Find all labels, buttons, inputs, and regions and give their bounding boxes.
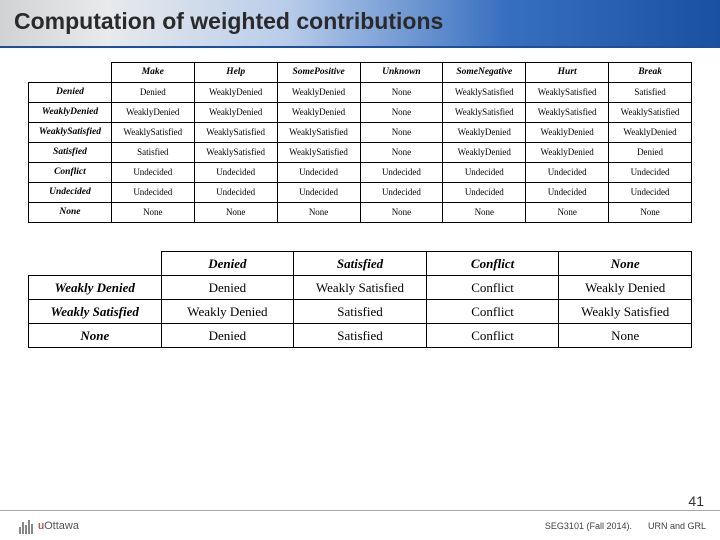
t1-cell: Undecided bbox=[443, 163, 526, 183]
t1-cell: None bbox=[277, 203, 360, 223]
t1-cell: Denied bbox=[609, 143, 692, 163]
t1-cell: None bbox=[360, 143, 443, 163]
t2-col-header: Denied bbox=[161, 252, 294, 276]
t1-cell: Undecided bbox=[526, 163, 609, 183]
t1-row-header: Undecided bbox=[29, 183, 112, 203]
slide-title: Computation of weighted contributions bbox=[14, 8, 706, 35]
t1-cell: WeaklyDenied bbox=[609, 123, 692, 143]
t1-cell: Undecided bbox=[277, 183, 360, 203]
t1-cell: WeaklySatisfied bbox=[526, 103, 609, 123]
t1-cell: None bbox=[526, 203, 609, 223]
contribution-table-1: Make Help SomePositive Unknown SomeNegat… bbox=[28, 62, 692, 223]
t1-cell: WeaklyDenied bbox=[277, 83, 360, 103]
t1-cell: None bbox=[609, 203, 692, 223]
t1-cell: Undecided bbox=[111, 183, 194, 203]
t1-cell: None bbox=[194, 203, 277, 223]
t2-cell: Weakly Satisfied bbox=[294, 276, 427, 300]
t2-cell: Satisfied bbox=[294, 300, 427, 324]
t1-cell: None bbox=[111, 203, 194, 223]
t1-row-header: Conflict bbox=[29, 163, 112, 183]
footer-topic: URN and GRL bbox=[648, 521, 706, 531]
footer-right: SEG3101 (Fall 2014). URN and GRL bbox=[545, 521, 720, 531]
t1-corner bbox=[29, 63, 112, 83]
t1-cell: WeaklySatisfied bbox=[609, 103, 692, 123]
t1-cell: Denied bbox=[111, 83, 194, 103]
title-bar: Computation of weighted contributions bbox=[0, 0, 720, 48]
t1-cell: WeaklySatisfied bbox=[194, 143, 277, 163]
t2-cell: Satisfied bbox=[294, 324, 427, 348]
t1-cell: WeaklySatisfied bbox=[443, 83, 526, 103]
t2-cell: Denied bbox=[161, 324, 294, 348]
t1-row-header: None bbox=[29, 203, 112, 223]
contribution-table-2: Denied Satisfied Conflict None Weakly De… bbox=[28, 251, 692, 348]
t1-cell: WeaklyDenied bbox=[526, 143, 609, 163]
t2-cell: Weakly Denied bbox=[161, 300, 294, 324]
t1-row-header: Satisfied bbox=[29, 143, 112, 163]
t2-corner bbox=[29, 252, 162, 276]
t2-cell: Denied bbox=[161, 276, 294, 300]
t1-cell: WeaklySatisfied bbox=[526, 83, 609, 103]
t1-cell: Undecided bbox=[443, 183, 526, 203]
t1-cell: Undecided bbox=[609, 183, 692, 203]
t1-col-header: Unknown bbox=[360, 63, 443, 83]
t1-col-header: Make bbox=[111, 63, 194, 83]
t1-cell: Satisfied bbox=[609, 83, 692, 103]
t1-cell: WeaklyDenied bbox=[443, 143, 526, 163]
t1-cell: Undecided bbox=[609, 163, 692, 183]
t1-cell: WeaklyDenied bbox=[111, 103, 194, 123]
footer-course: SEG3101 (Fall 2014). bbox=[545, 521, 632, 531]
t1-cell: WeaklyDenied bbox=[194, 83, 277, 103]
slide-footer: 41 uOttawa SEG3101 (Fall 2014). URN and … bbox=[0, 510, 720, 540]
t2-row-header: Weakly Satisfied bbox=[29, 300, 162, 324]
t1-cell: WeaklyDenied bbox=[526, 123, 609, 143]
t1-cell: WeaklySatisfied bbox=[111, 123, 194, 143]
t1-cell: None bbox=[360, 203, 443, 223]
university-logo: uOttawa bbox=[0, 518, 79, 534]
t1-cell: WeaklySatisfied bbox=[194, 123, 277, 143]
t2-cell: Conflict bbox=[426, 324, 559, 348]
t1-cell: None bbox=[360, 123, 443, 143]
t2-row-header: None bbox=[29, 324, 162, 348]
logo-text: uOttawa bbox=[38, 520, 79, 532]
t1-col-header: Hurt bbox=[526, 63, 609, 83]
t1-cell: None bbox=[360, 83, 443, 103]
t2-cell: Weakly Satisfied bbox=[559, 300, 692, 324]
page-number: 41 bbox=[688, 493, 704, 509]
t1-cell: WeaklySatisfied bbox=[277, 143, 360, 163]
t1-cell: Undecided bbox=[360, 183, 443, 203]
t1-cell: Satisfied bbox=[111, 143, 194, 163]
t1-cell: WeaklySatisfied bbox=[443, 103, 526, 123]
content-area: Make Help SomePositive Unknown SomeNegat… bbox=[0, 48, 720, 348]
t1-cell: Undecided bbox=[277, 163, 360, 183]
t1-cell: None bbox=[360, 103, 443, 123]
t1-row-header: Denied bbox=[29, 83, 112, 103]
t1-cell: WeaklyDenied bbox=[277, 103, 360, 123]
t2-row-header: Weakly Denied bbox=[29, 276, 162, 300]
t1-col-header: SomeNegative bbox=[443, 63, 526, 83]
t2-col-header: None bbox=[559, 252, 692, 276]
t2-cell: None bbox=[559, 324, 692, 348]
t1-col-header: Help bbox=[194, 63, 277, 83]
t1-row-header: WeaklySatisfied bbox=[29, 123, 112, 143]
t1-cell: Undecided bbox=[111, 163, 194, 183]
t1-cell: None bbox=[443, 203, 526, 223]
t2-col-header: Conflict bbox=[426, 252, 559, 276]
t1-cell: WeaklyDenied bbox=[194, 103, 277, 123]
t1-row-header: WeaklyDenied bbox=[29, 103, 112, 123]
t1-cell: Undecided bbox=[194, 163, 277, 183]
t2-cell: Conflict bbox=[426, 300, 559, 324]
t1-cell: Undecided bbox=[360, 163, 443, 183]
t1-cell: Undecided bbox=[194, 183, 277, 203]
t1-cell: WeaklySatisfied bbox=[277, 123, 360, 143]
t1-cell: Undecided bbox=[526, 183, 609, 203]
building-icon bbox=[18, 518, 34, 534]
t2-cell: Weakly Denied bbox=[559, 276, 692, 300]
t1-cell: WeaklyDenied bbox=[443, 123, 526, 143]
t1-col-header: SomePositive bbox=[277, 63, 360, 83]
t1-col-header: Break bbox=[609, 63, 692, 83]
t2-cell: Conflict bbox=[426, 276, 559, 300]
t2-col-header: Satisfied bbox=[294, 252, 427, 276]
